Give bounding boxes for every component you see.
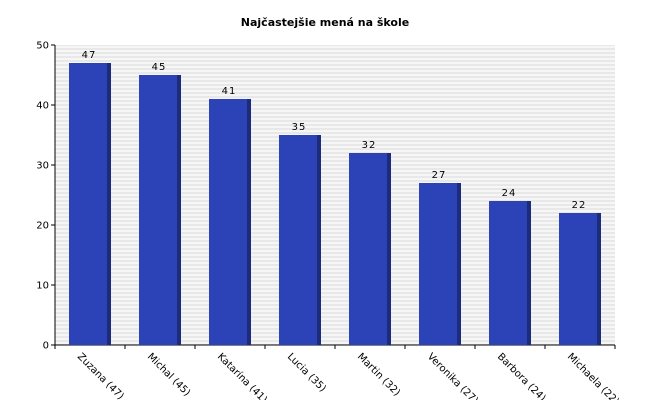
- data-label: 32: [362, 140, 377, 151]
- x-tick-label: Barbora (24): [495, 351, 548, 400]
- data-label: 41: [222, 86, 237, 97]
- y-tick-label: 0: [43, 341, 49, 352]
- bar-shadow: [597, 213, 601, 345]
- bar-shadow: [317, 135, 321, 345]
- y-tick-label: 10: [36, 281, 49, 292]
- x-tick-label: Michal (45): [145, 351, 192, 398]
- y-tick-label: 30: [36, 161, 49, 172]
- chart-title: Najčastejšie mená na škole: [240, 16, 410, 29]
- bar-shadow: [527, 201, 531, 345]
- x-tick-label: Michaela (22): [565, 351, 621, 400]
- bar-shadow: [387, 153, 391, 345]
- data-label: 24: [502, 188, 517, 199]
- x-tick-label: Lucia (35): [285, 351, 328, 394]
- x-tick-label: Martin (32): [355, 351, 402, 398]
- data-label: 27: [432, 170, 447, 181]
- y-tick-label: 20: [36, 221, 49, 232]
- x-tick-label: Veronika (27): [425, 351, 480, 400]
- bar-shadow: [247, 99, 251, 345]
- bar: [279, 135, 317, 345]
- data-label: 45: [152, 62, 167, 73]
- bar: [559, 213, 597, 345]
- bar-shadow: [177, 75, 181, 345]
- bar-shadow: [457, 183, 461, 345]
- data-label: 47: [82, 50, 97, 61]
- bar: [419, 183, 457, 345]
- y-tick-label: 40: [36, 101, 49, 112]
- bars: [69, 63, 601, 345]
- y-tick-label: 50: [36, 41, 49, 52]
- bar: [69, 63, 107, 345]
- data-label: 22: [572, 200, 587, 211]
- bar: [139, 75, 177, 345]
- x-tick-label: Katarína (41): [215, 351, 270, 400]
- bar: [489, 201, 527, 345]
- x-tick-label: Zuzana (47): [75, 351, 126, 400]
- bar: [349, 153, 387, 345]
- bar: [209, 99, 247, 345]
- bar-shadow: [107, 63, 111, 345]
- data-label: 35: [292, 122, 307, 133]
